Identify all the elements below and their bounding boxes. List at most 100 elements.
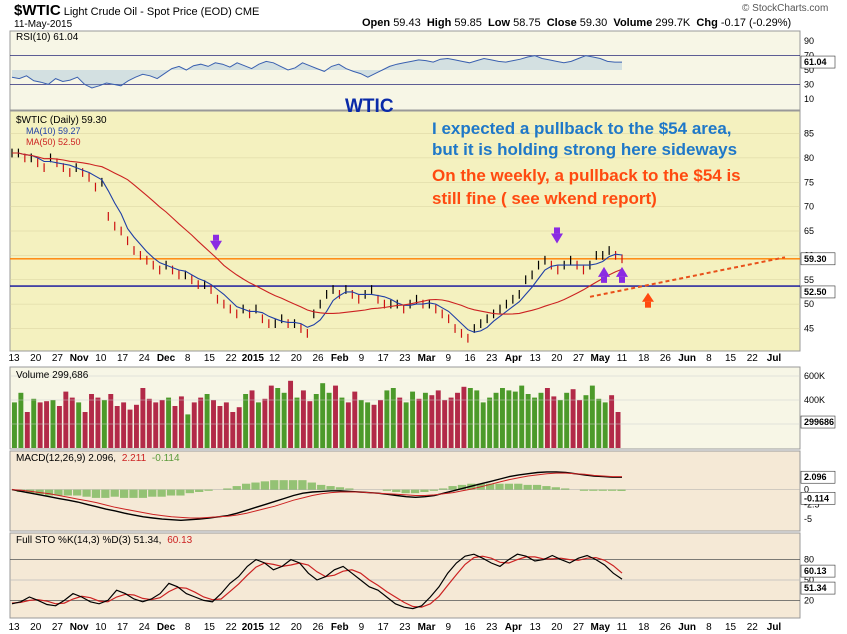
brand-logo: © StockCharts.com [742, 3, 829, 14]
rsi-y-tick-0: 10 [804, 94, 814, 104]
macd-legend-hist: -0.114 [152, 453, 180, 464]
volume-bar-3 [31, 398, 37, 448]
volume-bar-76 [500, 388, 505, 448]
x-tick-bottom-22: 23 [486, 622, 498, 633]
price-y-tick-4: 65 [804, 226, 814, 236]
down-arrow-stem-1 [554, 227, 560, 234]
volume-current-label: 299686 [804, 417, 834, 427]
price-y-tick-0: 45 [804, 324, 814, 334]
rsi-fill [12, 55, 622, 88]
sto-k-line [11, 553, 623, 610]
x-tick-bottom-1: 20 [30, 622, 42, 633]
volume-label: Volume [613, 17, 653, 29]
x-tick-bottom-17: 17 [378, 622, 390, 633]
price-y-tick-1: 50 [804, 299, 814, 309]
volume-bar-51 [339, 397, 345, 448]
volume-bar-44 [294, 397, 300, 448]
macd-hist-bar-5 [54, 489, 63, 496]
macd-signal-line [11, 472, 622, 519]
volume-bar-9 [69, 397, 75, 448]
volume-bar-47 [313, 394, 319, 448]
open-value: 59.43 [393, 17, 421, 29]
x-tick-33: 15 [725, 353, 737, 364]
macd-hist-bar-13 [129, 489, 138, 498]
x-tick-bottom-33: 15 [725, 622, 737, 633]
stochastic-panel [9, 532, 801, 619]
x-tick-1: 20 [30, 353, 42, 364]
volume-bar-92 [602, 402, 608, 448]
volume-bar-2 [24, 412, 30, 448]
x-tick-16: 9 [359, 353, 365, 364]
x-tick-bottom-6: 24 [139, 622, 151, 633]
volume-bar-68 [448, 397, 454, 448]
volume-bar-66 [435, 390, 441, 448]
x-tick-bottom-30: 26 [660, 622, 672, 633]
x-tick-29: 18 [638, 353, 650, 364]
x-tick-bottom-31: Jun [678, 622, 696, 633]
macd-hist-bar-64 [607, 489, 617, 491]
volume-bar-48 [320, 383, 326, 448]
x-tick-26: 27 [573, 353, 585, 364]
exchange: CME [234, 6, 260, 18]
x-tick-20: 9 [446, 353, 452, 364]
volume-bar-77 [506, 390, 512, 448]
volume-bar-29 [198, 397, 204, 448]
volume-bar-58 [384, 390, 390, 448]
volume-bar-30 [204, 394, 210, 448]
x-tick-13: 20 [291, 353, 303, 364]
volume-bar-36 [243, 394, 249, 448]
rsi-panel [9, 30, 801, 111]
rsi-line [11, 55, 622, 89]
x-tick-30: 26 [660, 353, 672, 364]
macd-hist-bar-8 [82, 489, 91, 497]
macd-y-tick-0: -5 [804, 514, 812, 524]
macd-hist-bar-4 [44, 489, 54, 496]
macd-hist-bar-25 [241, 483, 251, 490]
macd-hist-bar-11 [110, 489, 119, 497]
volume-bar-60 [397, 397, 403, 448]
macd-hist-bar-35 [335, 487, 345, 490]
macd-hist-bar-27 [260, 481, 270, 490]
macd-hist-bar-40 [382, 489, 392, 491]
volume-bar-64 [422, 392, 428, 448]
volume-bar-39 [262, 398, 268, 448]
x-tick-28: 11 [617, 353, 628, 364]
symbol: $WTIC [14, 2, 61, 19]
price-legend-0: $WTIC (Daily) 59.30 [16, 115, 107, 126]
x-tick-35: Jul [767, 353, 782, 364]
macd-hist-bar-36 [345, 488, 354, 490]
volume-bar-8 [63, 391, 69, 448]
x-tick-bottom-14: 26 [312, 622, 324, 633]
x-tick-bottom-12: 12 [269, 622, 281, 633]
volume-bar-50 [333, 385, 338, 448]
volume-bar-40 [268, 385, 274, 448]
macd-hist-bar-29 [279, 480, 288, 490]
macd-hist-bar-24 [232, 486, 241, 490]
volume-bar-10 [76, 402, 82, 448]
orange-up-arrow-stem [645, 301, 651, 308]
sto-y-tick-2: 80 [804, 555, 814, 565]
x-tick-bottom-15: Feb [331, 622, 349, 633]
volume-bar-43 [288, 380, 294, 448]
volume-bar-24 [166, 397, 172, 448]
ma50-line [12, 152, 623, 315]
macd-hist-bar-53 [504, 483, 514, 490]
volume-bar-28 [191, 402, 197, 448]
macd-hist-bar-14 [138, 489, 148, 498]
volume-bar-42 [281, 392, 287, 448]
macd-hist-bar-65 [617, 489, 626, 491]
annotation-line-1: I expected a pullback to the $54 area, [432, 119, 732, 138]
sto-y-tick-0: 20 [804, 595, 814, 605]
macd-hist-bar-32 [307, 482, 316, 490]
header-date: 11-May-2015 [14, 19, 73, 30]
volume-bar-0 [12, 402, 17, 448]
x-tick-9: 15 [204, 353, 216, 364]
x-tick-bottom-23: Apr [505, 622, 522, 633]
macd-hist-bar-54 [514, 483, 523, 490]
rsi-y-tick-3: 70 [804, 51, 814, 61]
macd-hist-bar-3 [35, 489, 44, 495]
macd-y-tick-2: 0 [804, 485, 809, 495]
volume-bar-69 [455, 392, 460, 448]
volume-bar-7 [56, 406, 62, 448]
